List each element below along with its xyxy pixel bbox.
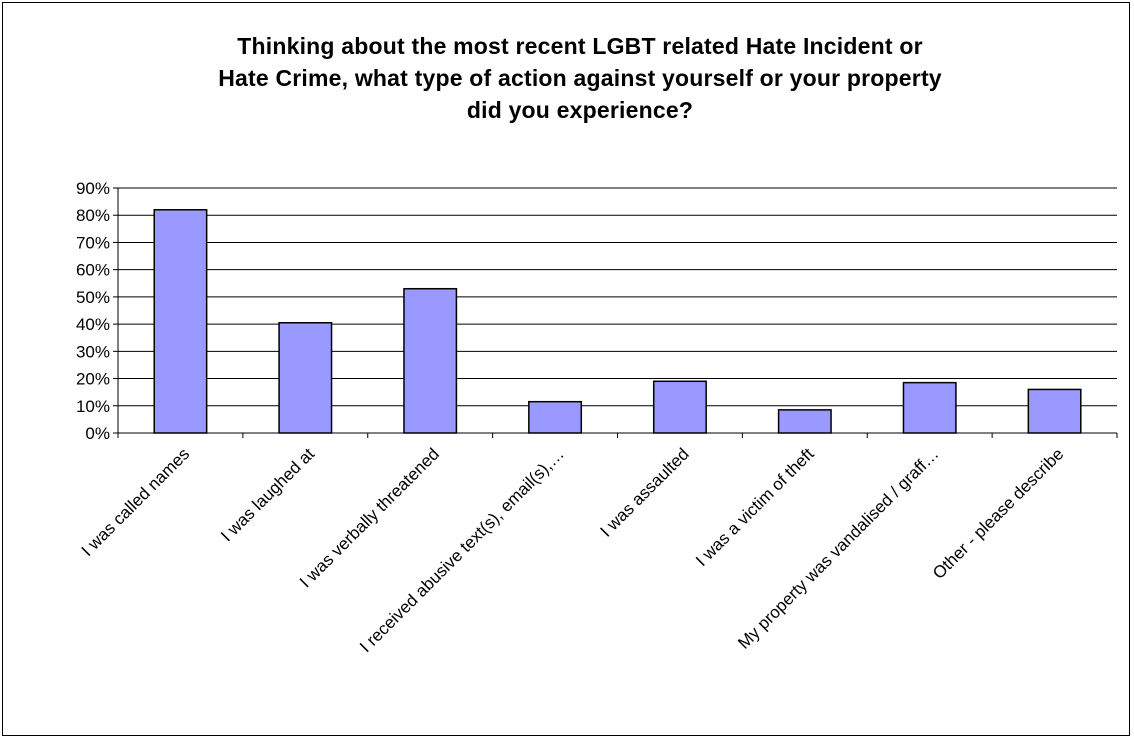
bar: [528, 400, 583, 434]
bar: [153, 209, 208, 434]
bar: [652, 380, 707, 434]
y-tick-label: 40%: [76, 315, 110, 334]
y-tick-label: 10%: [76, 397, 110, 416]
bar: [403, 287, 458, 434]
bar: [1027, 388, 1082, 434]
category-label: I received abusive text(s), email(s),…: [356, 444, 568, 656]
category-label: My property was vandalised / graff…: [734, 444, 942, 652]
y-tick-label: 70%: [76, 233, 110, 252]
bar: [278, 322, 333, 434]
y-tick-label: 30%: [76, 342, 110, 361]
y-tick-label: 50%: [76, 288, 110, 307]
y-tick-label: 90%: [76, 179, 110, 198]
category-label: I was a victim of theft: [692, 444, 818, 570]
y-tick-label: 80%: [76, 206, 110, 225]
y-tick-label: 0%: [85, 424, 110, 443]
chart-title: Thinking about the most recent LGBT rela…: [218, 33, 942, 123]
y-tick-label: 20%: [76, 370, 110, 389]
category-label: I was laughed at: [217, 444, 318, 545]
category-label: I was assaulted: [596, 444, 692, 540]
y-tick-label: 60%: [76, 261, 110, 280]
bar: [902, 381, 957, 434]
category-label: Other - please describe: [929, 444, 1067, 582]
category-label: I was verbally threatened: [296, 444, 443, 591]
bar: [777, 409, 832, 434]
category-label: I was called names: [78, 444, 194, 560]
